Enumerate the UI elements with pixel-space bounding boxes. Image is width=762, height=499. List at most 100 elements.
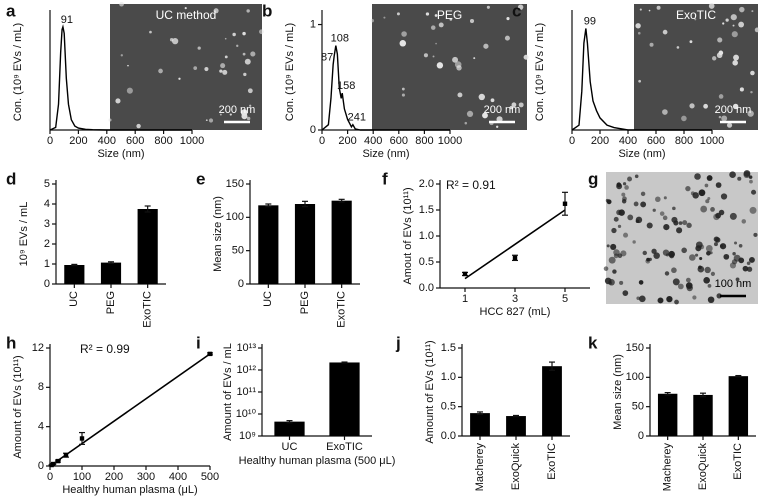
particle: [229, 113, 232, 116]
peak-label: 108: [331, 33, 349, 45]
y-tick-label: 0: [44, 278, 50, 290]
particle: [648, 9, 651, 12]
particle: [612, 269, 617, 274]
peak-label: 99: [584, 15, 596, 27]
particle: [738, 257, 745, 264]
particle: [635, 216, 643, 224]
bar: [693, 394, 713, 436]
micrograph: [634, 4, 758, 130]
particle: [653, 252, 660, 259]
inset-title: ExoTIC: [676, 8, 716, 22]
particle: [735, 277, 740, 282]
particle: [240, 109, 248, 116]
scale-bar-label: 100 nm: [715, 278, 752, 290]
particle: [694, 173, 701, 180]
particle: [754, 27, 760, 33]
particle: [729, 212, 737, 220]
particle: [232, 32, 236, 37]
particle: [434, 14, 438, 17]
particle: [692, 192, 699, 199]
particle: [126, 87, 133, 94]
y-tick-label: 1.0: [441, 371, 456, 383]
particle: [478, 93, 485, 101]
x-tick-label: ExoTIC: [546, 443, 558, 480]
particle: [694, 18, 697, 21]
scale-bar-label: 200 nm: [484, 104, 521, 116]
particle: [454, 61, 462, 68]
particle: [435, 42, 437, 45]
particle: [621, 199, 627, 204]
particle: [705, 199, 710, 204]
particle: [640, 201, 647, 208]
y-tick-label: 100: [626, 371, 644, 383]
particle: [619, 280, 624, 285]
point: [562, 201, 568, 206]
particle: [224, 55, 228, 59]
particle: [610, 243, 617, 250]
particle: [732, 103, 739, 110]
particle: [469, 19, 475, 24]
particle: [204, 66, 209, 72]
particle: [136, 123, 141, 129]
y-tick-label: 100: [226, 211, 244, 223]
particle: [731, 31, 738, 38]
y-tick-label: 0: [310, 124, 316, 136]
particle: [613, 216, 619, 222]
particle: [703, 277, 710, 284]
size-distribution: [571, 28, 712, 131]
particle: [666, 296, 673, 303]
y-tick-label: 3: [44, 218, 50, 230]
particle: [452, 56, 459, 63]
particle: [432, 55, 435, 58]
x-axis-label: Size (nm): [97, 148, 144, 160]
particle: [719, 243, 727, 250]
bar: [542, 366, 562, 436]
particle: [703, 103, 708, 109]
particle: [370, 18, 374, 23]
particle: [622, 290, 629, 296]
size-distribution: [321, 45, 450, 131]
particle: [662, 215, 668, 221]
particle: [608, 256, 616, 264]
particle: [732, 60, 738, 66]
x-tick-label: 200: [105, 471, 123, 483]
y-axis-label: Mean size (nm): [212, 196, 224, 272]
point: [63, 452, 69, 458]
particle: [486, 5, 490, 9]
particle: [686, 222, 692, 229]
particle: [710, 207, 715, 212]
particle: [750, 70, 755, 76]
particle: [401, 93, 405, 97]
particle: [730, 14, 737, 21]
x-axis-label: Healthy human plasma (μL): [62, 484, 197, 496]
particle: [119, 1, 124, 7]
particle: [674, 299, 679, 305]
particle: [751, 10, 754, 13]
x-tick-label: PEG: [105, 291, 117, 314]
particle: [509, 105, 513, 110]
particle: [739, 87, 744, 92]
annotation: R² = 0.99: [80, 342, 130, 356]
particle: [622, 182, 627, 186]
particle: [449, 18, 453, 21]
panel-label: f: [382, 169, 388, 188]
micrograph: [110, 4, 262, 130]
particle: [676, 227, 683, 234]
particle: [662, 249, 670, 256]
particle: [205, 119, 208, 122]
particle: [713, 242, 718, 247]
particle: [685, 282, 693, 289]
particle: [638, 280, 644, 285]
particle: [178, 77, 181, 80]
particle: [483, 43, 489, 49]
particle: [717, 37, 723, 43]
y-tick-label: 1.0: [419, 230, 434, 242]
x-tick-label: 400: [364, 135, 382, 147]
particle: [634, 174, 639, 179]
particle: [127, 64, 129, 67]
particle: [438, 22, 444, 28]
particle: [219, 113, 222, 116]
particle: [244, 58, 251, 65]
particle: [430, 25, 436, 30]
x-tick-label: 0: [47, 471, 53, 483]
